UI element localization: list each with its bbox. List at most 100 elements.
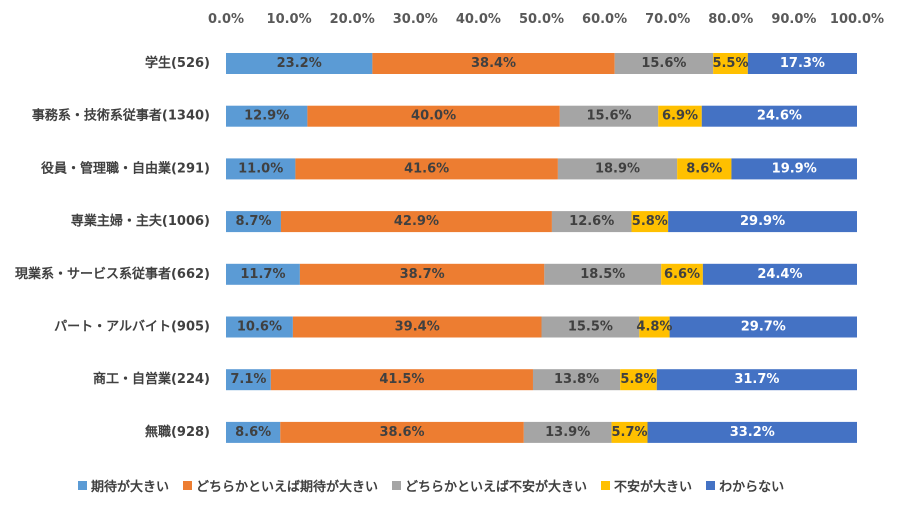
data-label: 5.8%: [620, 372, 656, 387]
legend-label: どちらかといえば不安が大きい: [405, 480, 588, 495]
data-label: 11.0%: [238, 161, 283, 176]
legend-label: 不安が大きい: [614, 480, 693, 495]
data-label: 6.6%: [664, 267, 700, 282]
data-label: 7.1%: [230, 372, 266, 387]
bar-segment: [551, 211, 632, 233]
category-label: 商工・自営業(224): [93, 371, 210, 387]
legend-swatch: [392, 481, 402, 490]
legend-item: どちらかといえば不安が大きい: [392, 476, 587, 495]
legend-item: 期待が大きい: [78, 476, 169, 495]
bar-segment: [532, 369, 621, 391]
data-label: 41.5%: [379, 372, 424, 387]
data-label: 12.6%: [569, 214, 614, 229]
bar-segment: [647, 421, 857, 443]
data-label: 39.4%: [395, 320, 440, 335]
legend: 期待が大きい どちらかといえば期待が大きい どちらかといえば不安が大きい 不安が大きい…: [78, 476, 798, 495]
data-label: 13.8%: [554, 372, 599, 387]
data-label: 23.2%: [277, 56, 322, 71]
data-label: 4.8%: [636, 320, 672, 335]
data-label: 8.6%: [686, 161, 722, 176]
data-label: 40.0%: [411, 109, 456, 124]
data-label: 17.3%: [780, 56, 825, 71]
bar-segment: [226, 263, 300, 285]
bar-segment: [226, 53, 373, 74]
bar-segment: [295, 158, 558, 180]
bar-segment: [658, 105, 702, 127]
bar-segment: [639, 316, 670, 338]
data-label: 15.6%: [641, 56, 686, 71]
data-label: 38.4%: [471, 56, 516, 71]
data-labels: 23.2% 38.4% 15.6% 5.5% 17.3% 12.9% 40.0% 15.6% 6…: [230, 56, 825, 440]
legend-label: わからない: [719, 480, 785, 495]
x-tick-label: 70.0%: [645, 12, 690, 27]
bar-segment: [701, 105, 857, 127]
data-label: 13.9%: [545, 425, 590, 440]
data-label: 6.9%: [662, 109, 698, 124]
legend-item: わからない: [706, 476, 784, 495]
x-tick-label: 10.0%: [267, 12, 312, 27]
bar-segment: [702, 263, 857, 285]
bar-segment: [307, 105, 560, 127]
bar-segment: [559, 105, 659, 127]
category-label: 学生(526): [145, 55, 210, 71]
bar-segment: [280, 211, 552, 233]
bar-segment: [668, 211, 857, 233]
bar-segment: [620, 369, 657, 391]
category-label: 事務系・技術系従事者(1340): [32, 108, 210, 124]
bar-segment: [523, 421, 612, 443]
data-label: 24.6%: [757, 109, 802, 124]
data-label: 41.6%: [404, 161, 449, 176]
x-tick-label: 20.0%: [330, 12, 375, 27]
data-label: 18.5%: [580, 267, 625, 282]
bar-segment: [631, 211, 669, 233]
x-tick-label: 80.0%: [708, 12, 753, 27]
data-label: 12.9%: [244, 109, 289, 124]
x-tick-label: 0.0%: [208, 12, 244, 27]
bar-segment: [226, 316, 293, 338]
data-label: 19.9%: [772, 161, 817, 176]
bar-segment: [656, 369, 857, 391]
bar-segment: [270, 369, 533, 391]
x-tick-label: 50.0%: [519, 12, 564, 27]
category-label: 現業系・サービス系従事者(662): [15, 266, 210, 282]
category-label: パート・アルバイト(905): [54, 320, 210, 335]
bar-segment: [713, 53, 748, 74]
x-tick-label: 30.0%: [393, 12, 438, 27]
data-label: 11.7%: [240, 267, 285, 282]
legend-swatch: [78, 481, 87, 490]
bar-segment: [226, 369, 271, 391]
bar-segment: [614, 53, 714, 74]
bar-segment: [677, 158, 732, 180]
x-tick-label: 60.0%: [582, 12, 627, 27]
data-label: 10.6%: [237, 320, 282, 335]
data-label: 38.6%: [379, 425, 424, 440]
x-tick-label: 40.0%: [456, 12, 501, 27]
legend-item: どちらかといえば期待が大きい: [183, 476, 378, 495]
category-labels: 学生(526) 事務系・技術系従事者(1340) 役員・管理職・自由業(291) 専業…: [15, 55, 210, 440]
bar-segment: [669, 316, 857, 338]
category-label: 専業主婦・主夫(1006): [71, 213, 210, 229]
bar-segment: [372, 53, 615, 74]
data-label: 38.7%: [400, 267, 445, 282]
category-label: 役員・管理職・自由業(291): [41, 160, 210, 176]
bar-segment: [541, 316, 640, 338]
bar-segment: [661, 263, 703, 285]
legend-item: 不安が大きい: [601, 476, 692, 495]
data-label: 15.5%: [568, 320, 613, 335]
bar-segment: [226, 211, 281, 233]
bar-segment: [292, 316, 542, 338]
bar-segment: [731, 158, 857, 180]
data-label: 8.6%: [235, 425, 271, 440]
x-tick-label: 100.0%: [830, 12, 884, 27]
bar-segment: [557, 158, 678, 180]
data-label: 29.7%: [741, 320, 786, 335]
bar-segment: [226, 105, 308, 127]
bar-segment: [280, 421, 524, 443]
data-label: 15.6%: [586, 109, 631, 124]
data-label: 8.7%: [235, 214, 271, 229]
legend-swatch: [706, 481, 716, 490]
data-label: 24.4%: [757, 267, 802, 282]
legend-swatch: [601, 481, 611, 490]
x-axis-ticks: 0.0% 10.0% 20.0% 30.0% 40.0% 50.0% 60.0% 70.0% 8…: [208, 12, 884, 27]
